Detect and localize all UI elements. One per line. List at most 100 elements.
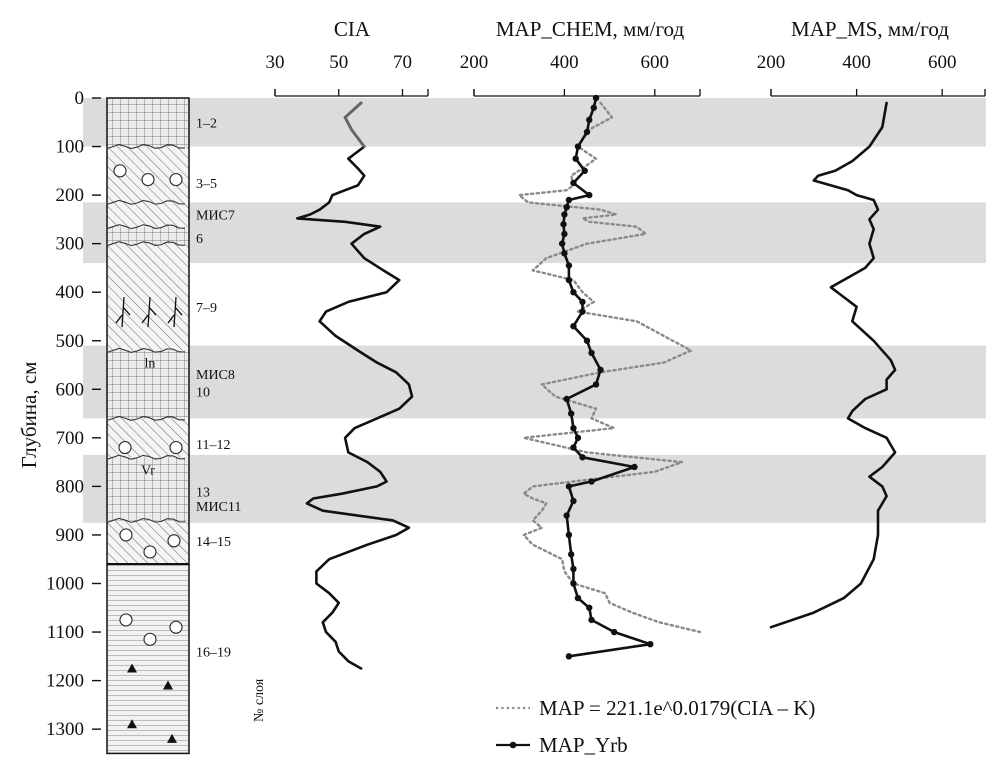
series-marker (588, 349, 595, 357)
column-boundary (106, 517, 186, 524)
panel-title-cia: CIA (334, 17, 371, 41)
y-tick-label: 800 (56, 476, 85, 497)
column-unit-8 (107, 457, 189, 521)
column-nodule (169, 620, 183, 634)
panel-map-ms: MAP_MS, мм/год 200 400 600 (757, 17, 986, 629)
series-marker (561, 211, 568, 218)
legend-swatch-marker-dot (509, 741, 517, 749)
layers-axis-label: № слоя (252, 678, 267, 722)
y-tick-label: 100 (56, 137, 85, 158)
series-marker (597, 366, 604, 374)
series-marker (563, 512, 570, 519)
layer-label: 11–12 (196, 438, 230, 453)
y-tick-label: 1100 (47, 622, 84, 643)
column-nodule (143, 632, 157, 646)
x-tick-label: 600 (641, 52, 670, 73)
y-tick-label: 600 (56, 379, 85, 400)
series-marker (581, 167, 588, 175)
column-boundary (106, 143, 186, 150)
series-marker (565, 653, 573, 660)
column-nodule (141, 172, 155, 187)
shaded-band-3 (83, 345, 986, 419)
column-root-trace (167, 297, 183, 328)
column-symbol-vr: Vr (141, 463, 155, 478)
series-marker (579, 454, 586, 461)
series-marker (565, 483, 573, 490)
legend-item-map-chem: MAP = 221.1e^0.0179(CIA – K) (496, 696, 815, 720)
y-tick-label: 1000 (46, 574, 84, 595)
layer-label: МИС11 (196, 500, 241, 515)
column-triangle (127, 719, 137, 729)
series-marker (570, 289, 577, 296)
plot-cia (296, 101, 414, 670)
x-tick-label: 200 (460, 52, 489, 73)
series-marker (592, 381, 600, 388)
column-boundary (106, 224, 186, 230)
legend-item-map-yrb: MAP_Yrb (496, 733, 628, 757)
shaded-band-1 (83, 98, 986, 147)
x-tick-label: 30 (266, 52, 285, 73)
series-marker (570, 444, 577, 451)
stratigraphic-column: ln Vr (106, 97, 190, 755)
panel-cia: CIA 30 50 70 (266, 17, 429, 670)
series-marker (586, 604, 593, 611)
series-marker (570, 179, 577, 187)
x-tick-label: 600 (928, 52, 957, 73)
column-unit-5 (107, 243, 189, 351)
layer-label: 7–9 (196, 301, 217, 316)
y-tick-label: 1300 (46, 719, 84, 740)
series-marker (570, 497, 577, 505)
series-marker (588, 616, 595, 624)
x-tick-label: 200 (757, 52, 786, 73)
x-tick-label: 400 (550, 52, 579, 73)
series-marker (565, 531, 573, 539)
series-marker (563, 204, 570, 211)
column-nodule (119, 613, 133, 627)
column-nodule (169, 172, 183, 187)
legend-label-map-yrb: MAP_Yrb (539, 733, 628, 757)
panel-map-chem: MAP_CHEM, мм/год 200 400 600 (460, 17, 702, 660)
y-tick-label: 0 (75, 88, 85, 109)
legend-label-map-chem: MAP = 221.1e^0.0179(CIA – K) (539, 696, 815, 720)
column-boundary (106, 199, 186, 206)
column-root-trace (115, 297, 131, 328)
layer-label: МИС8 (196, 368, 235, 383)
y-tick-label: 700 (56, 428, 85, 449)
series-marker (583, 128, 591, 136)
layer-label: 6 (196, 232, 203, 247)
series-marker (592, 94, 600, 102)
series-marker (558, 240, 566, 247)
series-marker (570, 424, 577, 432)
layer-label: 1–2 (196, 116, 217, 131)
column-unit-6 (107, 350, 189, 419)
series-marker (647, 640, 654, 648)
column-root-trace (141, 297, 157, 328)
series-marker (631, 463, 638, 471)
y-tick-label: 200 (56, 185, 85, 206)
series-marker (583, 337, 591, 344)
column-nodule (143, 545, 157, 559)
series-line-panel-ms-0 (769, 101, 897, 629)
x-tick-label: 50 (329, 52, 348, 73)
series-line-panel-cia-0 (296, 101, 414, 670)
column-nodule (113, 164, 127, 178)
column-symbol-ln: ln (145, 356, 156, 371)
series-marker (561, 230, 568, 238)
series-marker (565, 276, 573, 284)
layer-label: 16–19 (196, 645, 231, 660)
series-marker (579, 308, 586, 315)
y-tick-label: 300 (56, 234, 85, 255)
column-triangle (163, 680, 173, 690)
column-nodule (119, 528, 133, 542)
y-axis: 0 100 200 300 400 500 600 700 800 900 1000 1100 1200… (17, 88, 101, 740)
series-marker (590, 104, 597, 111)
series-line-map-221-1e-0-0179-cia-k- (518, 101, 702, 634)
column-boundary (106, 454, 186, 461)
shaded-band-4 (83, 454, 986, 523)
y-tick-label: 400 (56, 282, 85, 303)
series-marker (579, 298, 586, 306)
column-border (106, 97, 190, 755)
layer-label: 14–15 (196, 535, 231, 550)
